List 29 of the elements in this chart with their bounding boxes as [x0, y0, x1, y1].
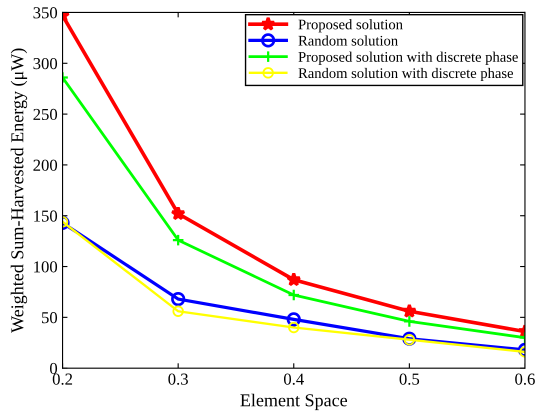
y-tick-label: 100 — [34, 261, 58, 272]
y-tick-label: 250 — [33, 108, 58, 120]
y-tick-label: 0 — [50, 362, 58, 374]
x-tick-label: 0.4 — [284, 374, 304, 385]
y-tick-label: 150 — [34, 210, 58, 222]
x-tick-label: 0.6 — [515, 374, 535, 385]
point — [170, 206, 186, 220]
x-tick-label: 0.3 — [168, 374, 188, 385]
x-tick-label: 0.5 — [400, 374, 420, 385]
legend-label: Random solution — [298, 35, 398, 46]
x-tick-label: 0.2 — [52, 374, 72, 385]
y-tick-label: 300 — [33, 58, 58, 70]
y-tick-label: 50 — [42, 312, 58, 324]
x-axis-title: Element Space — [240, 394, 348, 410]
point — [286, 312, 301, 326]
point — [171, 292, 186, 306]
point — [402, 303, 417, 318]
y-tick-label: 200 — [33, 160, 58, 171]
legend-label: Proposed solution — [298, 19, 403, 32]
legend-label: Random solution with discrete phase — [298, 68, 514, 82]
point — [172, 306, 184, 317]
point — [402, 315, 416, 328]
point — [287, 288, 300, 302]
y-axis-title: Weighted Sum-Harvested Energy (μW) — [10, 48, 28, 333]
y-tick-label: 350 — [33, 7, 58, 18]
point — [286, 272, 302, 286]
point — [288, 322, 300, 334]
legend-label: Proposed solution with discrete phase — [298, 52, 518, 65]
point — [172, 234, 185, 247]
